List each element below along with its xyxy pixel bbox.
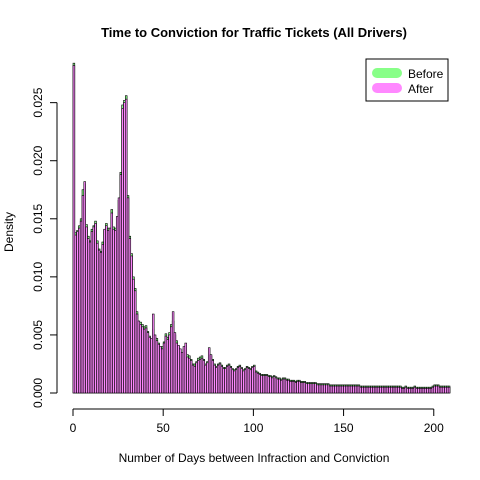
legend-label-after: After (408, 82, 433, 96)
y-tick-label: 0.000 (31, 378, 45, 408)
y-tick-label: 0.015 (31, 203, 45, 233)
x-axis-label: Number of Days between Infraction and Co… (119, 451, 390, 465)
x-axis: 0 50 100 150 200 (70, 408, 444, 435)
after-bar (447, 386, 451, 394)
legend: Before After (365, 58, 449, 102)
after-bar (72, 65, 76, 394)
after-bars (72, 65, 451, 394)
legend-box (365, 58, 449, 102)
x-tick-label: 0 (70, 421, 77, 435)
legend-swatch-before (372, 68, 402, 78)
x-tick-label: 50 (157, 421, 171, 435)
chart-title: Time to Conviction for Traffic Tickets (… (101, 25, 407, 40)
x-tick-label: 100 (243, 421, 263, 435)
y-tick-label: 0.020 (31, 145, 45, 175)
y-axis-label: Density (2, 212, 16, 252)
y-axis: 0.000 0.005 0.010 0.015 0.020 0.025 (31, 87, 58, 408)
x-tick-label: 150 (334, 421, 354, 435)
legend-swatch-after (372, 83, 402, 93)
y-tick-label: 0.025 (31, 87, 45, 117)
y-tick-label: 0.010 (31, 262, 45, 292)
y-tick-label: 0.005 (31, 320, 45, 350)
legend-label-before: Before (408, 67, 444, 81)
x-tick-label: 200 (424, 421, 444, 435)
